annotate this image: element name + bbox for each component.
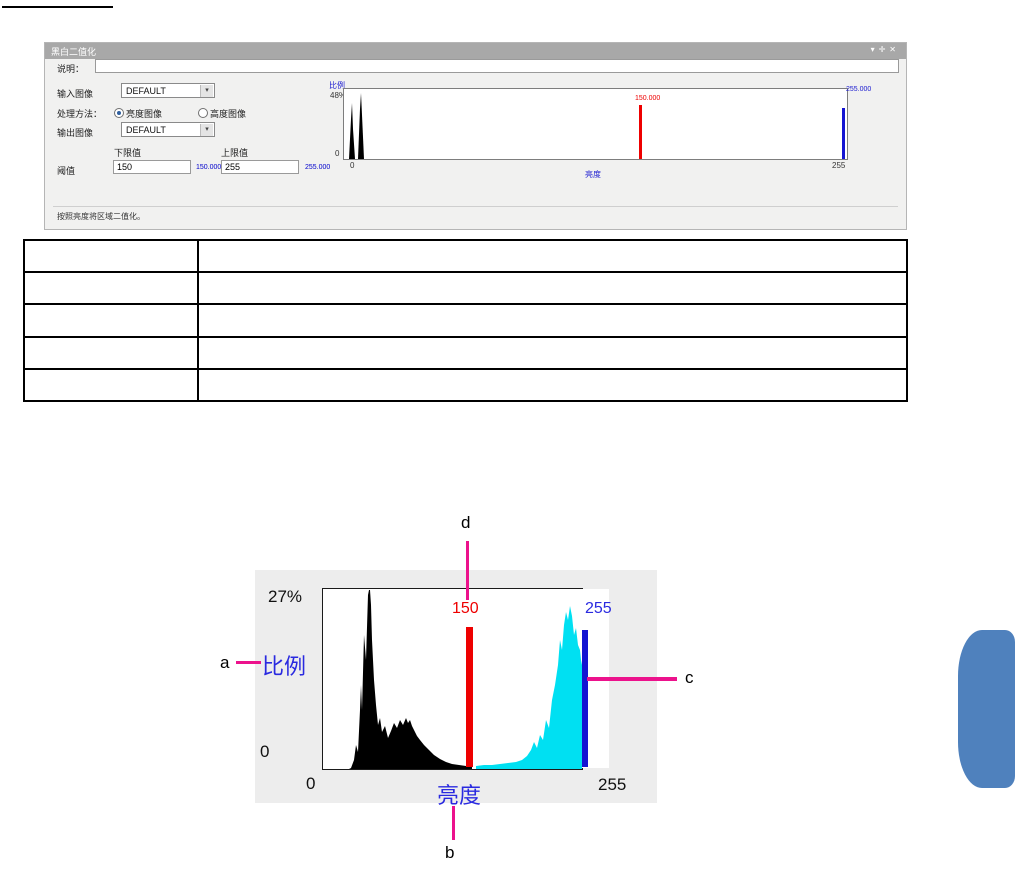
- output-image-select[interactable]: DEFAULT ▾: [121, 122, 215, 137]
- callout-d-label: d: [461, 513, 471, 532]
- upper-limit-label: 上限值: [221, 148, 249, 158]
- callout-b-label: b: [445, 843, 455, 862]
- dialog-titlebar[interactable]: 黑白二值化 ▾✛✕: [45, 43, 906, 59]
- table-cell: [197, 335, 908, 370]
- table-row: [23, 335, 908, 370]
- input-image-select[interactable]: DEFAULT ▾: [121, 83, 215, 98]
- table-cell: [23, 303, 199, 338]
- callout-c-label: c: [685, 668, 694, 687]
- callout-a-label: a: [220, 653, 230, 672]
- callout-b-line: [452, 806, 455, 840]
- dialog-hist-xmax: 255: [832, 161, 846, 170]
- dialog-lower-threshold-line[interactable]: [639, 105, 642, 159]
- collapse-icon[interactable]: ▾: [870, 45, 879, 54]
- binarize-dialog: 黑白二值化 ▾✛✕ 说明： 输入图像 DEFAULT ▾ 处理方法： 亮度图像 …: [44, 42, 907, 230]
- description-input[interactable]: [95, 59, 899, 73]
- figure-lower-threshold-line: [466, 627, 473, 767]
- dialog-hist-xlabel: 亮度: [585, 170, 601, 179]
- callout-a-line: [236, 661, 261, 664]
- table-row: [23, 271, 908, 306]
- table-cell: [23, 271, 199, 306]
- cyan-histogram-shape: [475, 605, 582, 769]
- dialog-histogram-plot[interactable]: 150.000 255.000: [343, 86, 871, 160]
- output-image-label: 输出图像: [57, 128, 94, 138]
- figure-ylabel: 比例: [262, 654, 307, 679]
- dialog-separator: [53, 206, 898, 207]
- figure-upper-threshold-label: 255: [585, 600, 612, 617]
- dialog-hist-ylabel: 比例: [329, 81, 345, 90]
- figure-xmin-label: 0: [306, 774, 316, 793]
- table-cell: [197, 367, 908, 403]
- description-label: 说明：: [57, 64, 85, 74]
- dialog-histogram-curve: [349, 93, 364, 159]
- dialog-hist-xmin: 0: [350, 161, 355, 170]
- figure-lower-threshold-label: 150: [452, 600, 479, 617]
- input-image-value: DEFAULT: [126, 86, 166, 96]
- heading-underline: [2, 6, 113, 8]
- table-cell: [23, 335, 199, 370]
- callout-c-line: [587, 677, 677, 681]
- radio-height-label[interactable]: 高度图像: [210, 109, 247, 119]
- radio-height-image[interactable]: [198, 108, 208, 118]
- output-image-value: DEFAULT: [126, 125, 166, 135]
- close-icon[interactable]: ✕: [889, 45, 900, 54]
- dialog-hist-ymax: 48%: [330, 91, 347, 100]
- figure-ymax-label: 27%: [268, 587, 303, 606]
- page-side-tab: [958, 630, 1015, 788]
- table-row: [23, 238, 908, 274]
- dialog-status-text: 按照亮度将区域二值化。: [57, 212, 145, 221]
- callout-d-line: [466, 541, 469, 600]
- spec-table: [23, 238, 908, 403]
- table-cell: [23, 238, 199, 274]
- threshold-label: 阈值: [57, 166, 76, 176]
- table-cell: [197, 303, 908, 338]
- table-row: [23, 367, 908, 403]
- dialog-lower-threshold-line-label: 150.000: [635, 95, 661, 102]
- figure-histogram-curves: [348, 589, 582, 769]
- table-cell: [197, 271, 908, 306]
- upper-threshold-input[interactable]: [221, 160, 299, 174]
- lower-threshold-display: 150.000: [196, 164, 222, 171]
- pin-icon[interactable]: ✛: [878, 45, 890, 54]
- lower-threshold-input[interactable]: [113, 160, 191, 174]
- table-row: [23, 303, 908, 338]
- dropdown-arrow-icon[interactable]: ▾: [200, 85, 213, 97]
- table-cell: [23, 367, 199, 403]
- method-label: 处理方法：: [57, 109, 103, 119]
- figure-upper-threshold-line: [582, 630, 588, 767]
- figure-xmax-label: 255: [598, 775, 627, 794]
- radio-brightness-image[interactable]: [114, 108, 124, 118]
- figure-ymin-label: 0: [260, 742, 270, 761]
- dialog-upper-threshold-line-label: 255.000: [846, 86, 872, 93]
- radio-brightness-label[interactable]: 亮度图像: [126, 109, 163, 119]
- upper-threshold-display: 255.000: [305, 164, 331, 171]
- dialog-hist-ymin: 0: [335, 149, 340, 158]
- dropdown-arrow-icon[interactable]: ▾: [200, 124, 213, 136]
- lower-limit-label: 下限值: [114, 148, 142, 158]
- radio-selected-dot: [117, 111, 121, 115]
- black-histogram-shape: [348, 589, 472, 769]
- dialog-upper-threshold-line[interactable]: [842, 108, 845, 159]
- dialog-title: 黑白二值化: [51, 47, 97, 57]
- table-cell: [197, 238, 908, 274]
- titlebar-buttons: ▾✛✕: [871, 45, 900, 54]
- input-image-label: 输入图像: [57, 89, 94, 99]
- figure-xlabel: 亮度: [437, 783, 482, 808]
